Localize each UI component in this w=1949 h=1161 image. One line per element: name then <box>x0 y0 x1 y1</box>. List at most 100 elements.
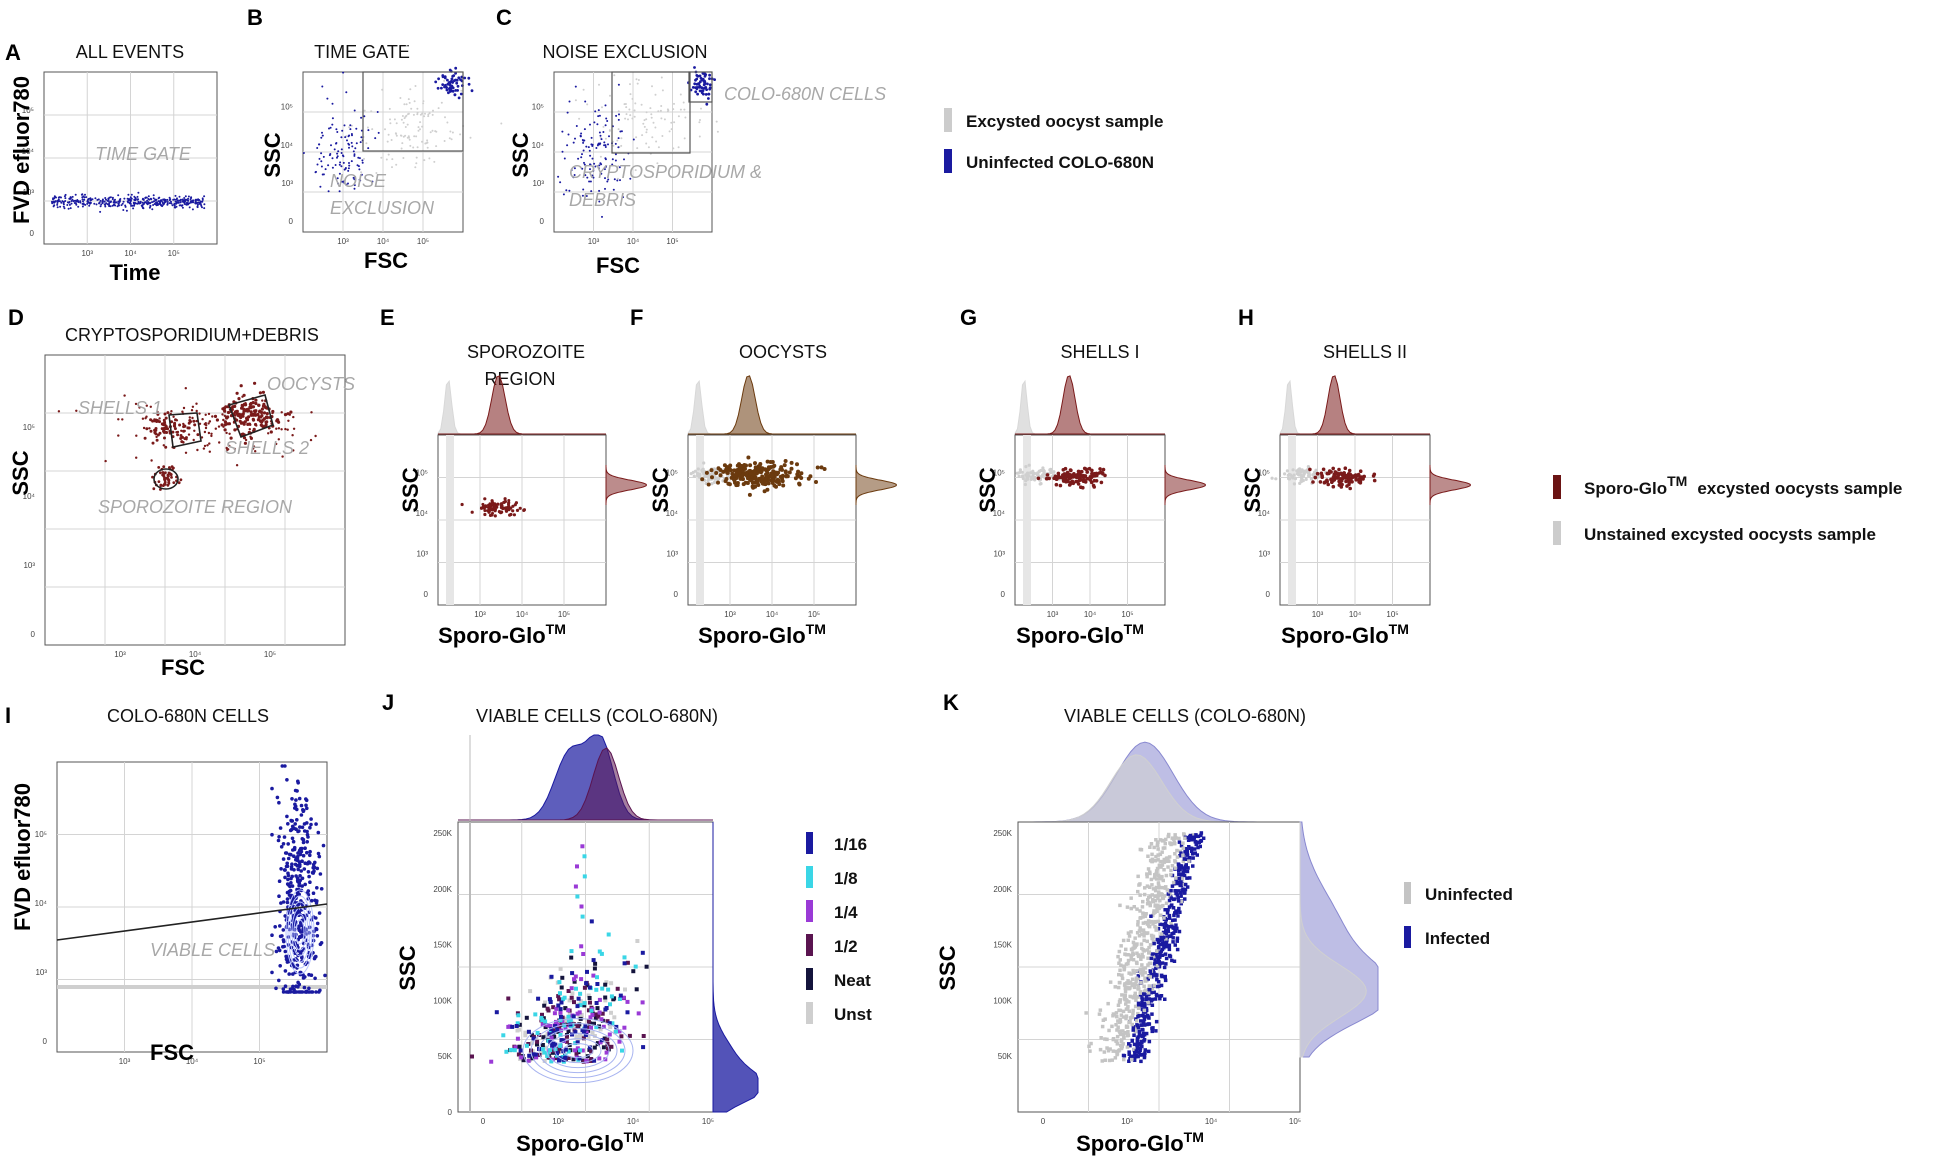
panel-k-point <box>1127 934 1132 938</box>
panel-j-point-neat <box>542 1003 547 1008</box>
panel-h-point <box>1286 473 1290 477</box>
panel-k-point <box>1141 973 1145 977</box>
panel-b-point <box>336 152 339 155</box>
panel-i-point <box>295 857 300 862</box>
panel-k-point <box>1142 992 1147 996</box>
panel-j-outlier <box>575 864 579 869</box>
panel-c-point <box>642 122 645 125</box>
panel-j-point-1-4 <box>545 1023 550 1028</box>
panel-j-point-1-8 <box>582 1001 587 1006</box>
panel-d-point <box>242 436 247 440</box>
panel-h-grey-lane <box>1288 435 1296 605</box>
panel-i-point <box>304 803 308 808</box>
panel-a-point <box>150 198 153 201</box>
panel-d-point <box>159 484 163 487</box>
panel-a-point <box>53 201 56 204</box>
panel-j-point-unst <box>603 998 608 1003</box>
panel-b-point <box>426 146 429 149</box>
panel-j-point-unst <box>612 1015 617 1020</box>
panel-k-point <box>1169 903 1174 908</box>
panel-a-point <box>170 202 173 205</box>
panel-f-point <box>701 467 705 471</box>
panel-k-point <box>1111 1049 1115 1053</box>
panel-k-point <box>1164 856 1169 861</box>
panel-d-point <box>173 427 177 431</box>
panel-j-point-1-16 <box>557 1058 561 1063</box>
panel-j-point-1-2 <box>615 986 620 991</box>
panel-a-point <box>94 197 97 200</box>
panel-k-point <box>1181 846 1186 850</box>
panel-k-point <box>1127 1050 1131 1054</box>
panel-c-point <box>614 159 617 162</box>
panel-k-ytick: 100K <box>993 996 1012 1005</box>
panel-k-point <box>1124 953 1129 957</box>
panel-f-point <box>735 463 740 468</box>
panel-k-point <box>1142 1039 1146 1043</box>
panel-a-point <box>107 200 110 203</box>
panel-a-point <box>79 200 82 203</box>
panel-k-point <box>1136 953 1140 957</box>
panel-j-point-1-16 <box>555 1028 560 1032</box>
panel-c-point <box>573 167 576 170</box>
panel-f-xtick: 10³ <box>724 610 736 619</box>
panel-a-point <box>196 203 199 206</box>
panel-a-point <box>154 199 157 202</box>
panel-b-gate-label: EXCLUSION <box>330 198 435 218</box>
panel-k-point <box>1157 964 1162 969</box>
panel-k-point <box>1121 1029 1125 1033</box>
panel-k-point <box>1136 974 1141 978</box>
panel-i-point <box>277 835 281 839</box>
panel-g-point <box>1044 476 1049 481</box>
panel-i-point <box>298 848 302 852</box>
panel-g-point <box>1052 470 1056 474</box>
panel-k-point <box>1134 1019 1139 1023</box>
panel-e-point <box>483 509 487 513</box>
panel-d-point <box>225 415 229 419</box>
panel-a-point <box>113 200 116 203</box>
panel-k-point <box>1103 1058 1107 1062</box>
panel-d-point <box>156 412 160 416</box>
panel-c-point <box>660 76 663 79</box>
panel-k-point <box>1151 922 1155 926</box>
panel-h-point <box>1316 475 1320 479</box>
panel-k-legend-label-0: Uninfected <box>1425 885 1513 904</box>
panel-g-point <box>1098 467 1102 471</box>
panel-g-point <box>1068 482 1073 486</box>
panel-e-point <box>499 506 503 510</box>
panel-k-point <box>1151 913 1155 918</box>
panel-d-point <box>262 411 267 415</box>
panel-k-point <box>1135 942 1139 946</box>
panel-k-point <box>1166 926 1170 930</box>
panel-k-point <box>1140 1027 1144 1032</box>
panel-f-xlabel: Sporo-GloTM <box>698 621 826 648</box>
panel-b-point <box>344 167 347 170</box>
panel-a-point <box>104 205 107 208</box>
panel-k-point <box>1121 1009 1126 1014</box>
panel-d-point <box>243 403 247 407</box>
panel-c-point <box>617 128 620 131</box>
panel-f-histogram <box>855 465 898 505</box>
panel-j-point-neat <box>595 1006 600 1011</box>
panel-j-point-1-16 <box>555 1051 559 1056</box>
panel-b-point <box>445 88 449 92</box>
panel-c-point <box>600 163 603 166</box>
panel-i-gate-line <box>56 903 328 941</box>
panel-c-point <box>604 104 607 107</box>
panel-c-point <box>617 83 620 86</box>
panel-j-point-1-16 <box>582 1027 587 1032</box>
panel-c-point <box>698 135 701 138</box>
panel-a-point <box>185 203 188 206</box>
panel-k-point <box>1175 848 1179 853</box>
panel-k-point <box>1116 1025 1120 1029</box>
panel-k-point <box>1098 1047 1103 1052</box>
panel-f-point <box>799 471 804 476</box>
panel-k-point <box>1158 898 1162 903</box>
panel-c-point <box>594 165 597 168</box>
panel-b-point <box>337 150 340 153</box>
panel-a-point <box>201 197 204 200</box>
panel-j-point-1-16 <box>641 1045 646 1050</box>
panel-k-point <box>1118 980 1122 985</box>
panel-f-point <box>710 482 714 486</box>
